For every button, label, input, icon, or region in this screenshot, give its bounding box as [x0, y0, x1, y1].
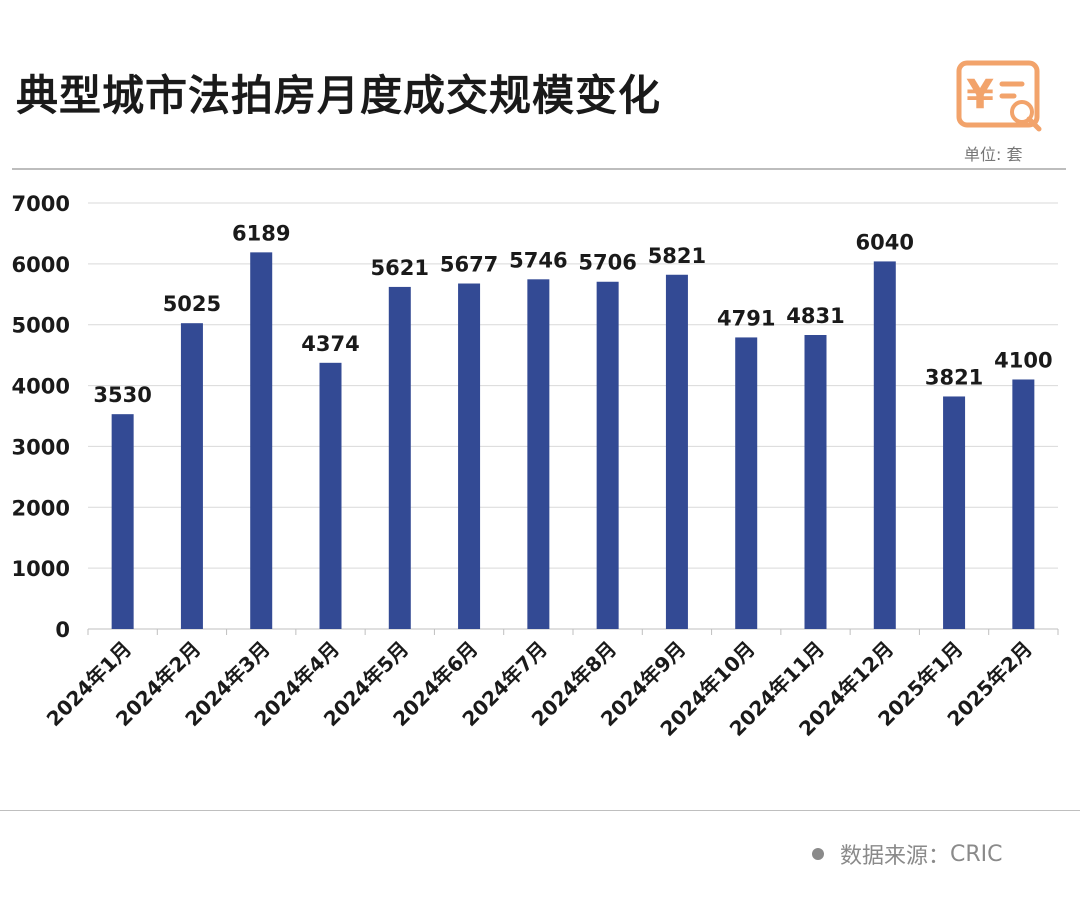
- data-label: 6189: [232, 221, 290, 245]
- bar: [665, 274, 688, 629]
- top-divider: [12, 168, 1066, 170]
- data-label: 5621: [371, 256, 429, 280]
- bar: [735, 337, 758, 629]
- bullet-icon: [812, 848, 824, 860]
- bottom-divider: [0, 810, 1080, 811]
- data-label: 4791: [717, 306, 775, 330]
- svg-text:¥: ¥: [966, 72, 994, 118]
- bar: [873, 261, 896, 629]
- yuan-receipt-search-icon: ¥: [956, 60, 1042, 132]
- data-label: 5746: [509, 248, 567, 272]
- bar: [250, 252, 273, 629]
- bar: [943, 396, 966, 629]
- bar: [388, 286, 411, 629]
- y-tick-label: 7000: [12, 192, 70, 216]
- data-label: 4831: [786, 304, 844, 328]
- bar: [527, 279, 550, 629]
- unit-label: 单位: 套: [964, 145, 1023, 164]
- data-label: 5677: [440, 253, 498, 277]
- bar: [596, 281, 619, 629]
- source-label: 数据来源：: [840, 844, 951, 869]
- bar: [458, 283, 481, 629]
- data-label: 5025: [163, 292, 221, 316]
- y-tick-label: 4000: [12, 375, 70, 399]
- data-label: 5821: [648, 244, 706, 268]
- data-label: 4374: [301, 332, 359, 356]
- data-label: 3821: [925, 365, 983, 389]
- bar-chart: 0100020003000400050006000700035302024年1月…: [12, 192, 1059, 741]
- chart-title: 典型城市法拍房月度成交规模变化: [16, 71, 662, 120]
- bar: [180, 323, 203, 629]
- bar: [1012, 379, 1035, 629]
- data-label: 4100: [994, 348, 1052, 372]
- bar: [804, 334, 827, 629]
- y-tick-label: 6000: [12, 253, 70, 277]
- y-tick-label: 2000: [12, 496, 70, 520]
- bar: [319, 362, 342, 629]
- data-label: 3530: [93, 383, 151, 407]
- source-value: CRIC: [950, 841, 1003, 867]
- bar: [111, 414, 134, 629]
- y-tick-label: 1000: [12, 557, 70, 581]
- data-label: 5706: [578, 251, 636, 275]
- y-tick-label: 3000: [12, 435, 70, 459]
- data-source: 数据来源： CRIC: [812, 838, 1003, 870]
- data-label: 6040: [856, 230, 914, 254]
- y-tick-label: 0: [55, 618, 70, 642]
- y-tick-label: 5000: [12, 314, 70, 338]
